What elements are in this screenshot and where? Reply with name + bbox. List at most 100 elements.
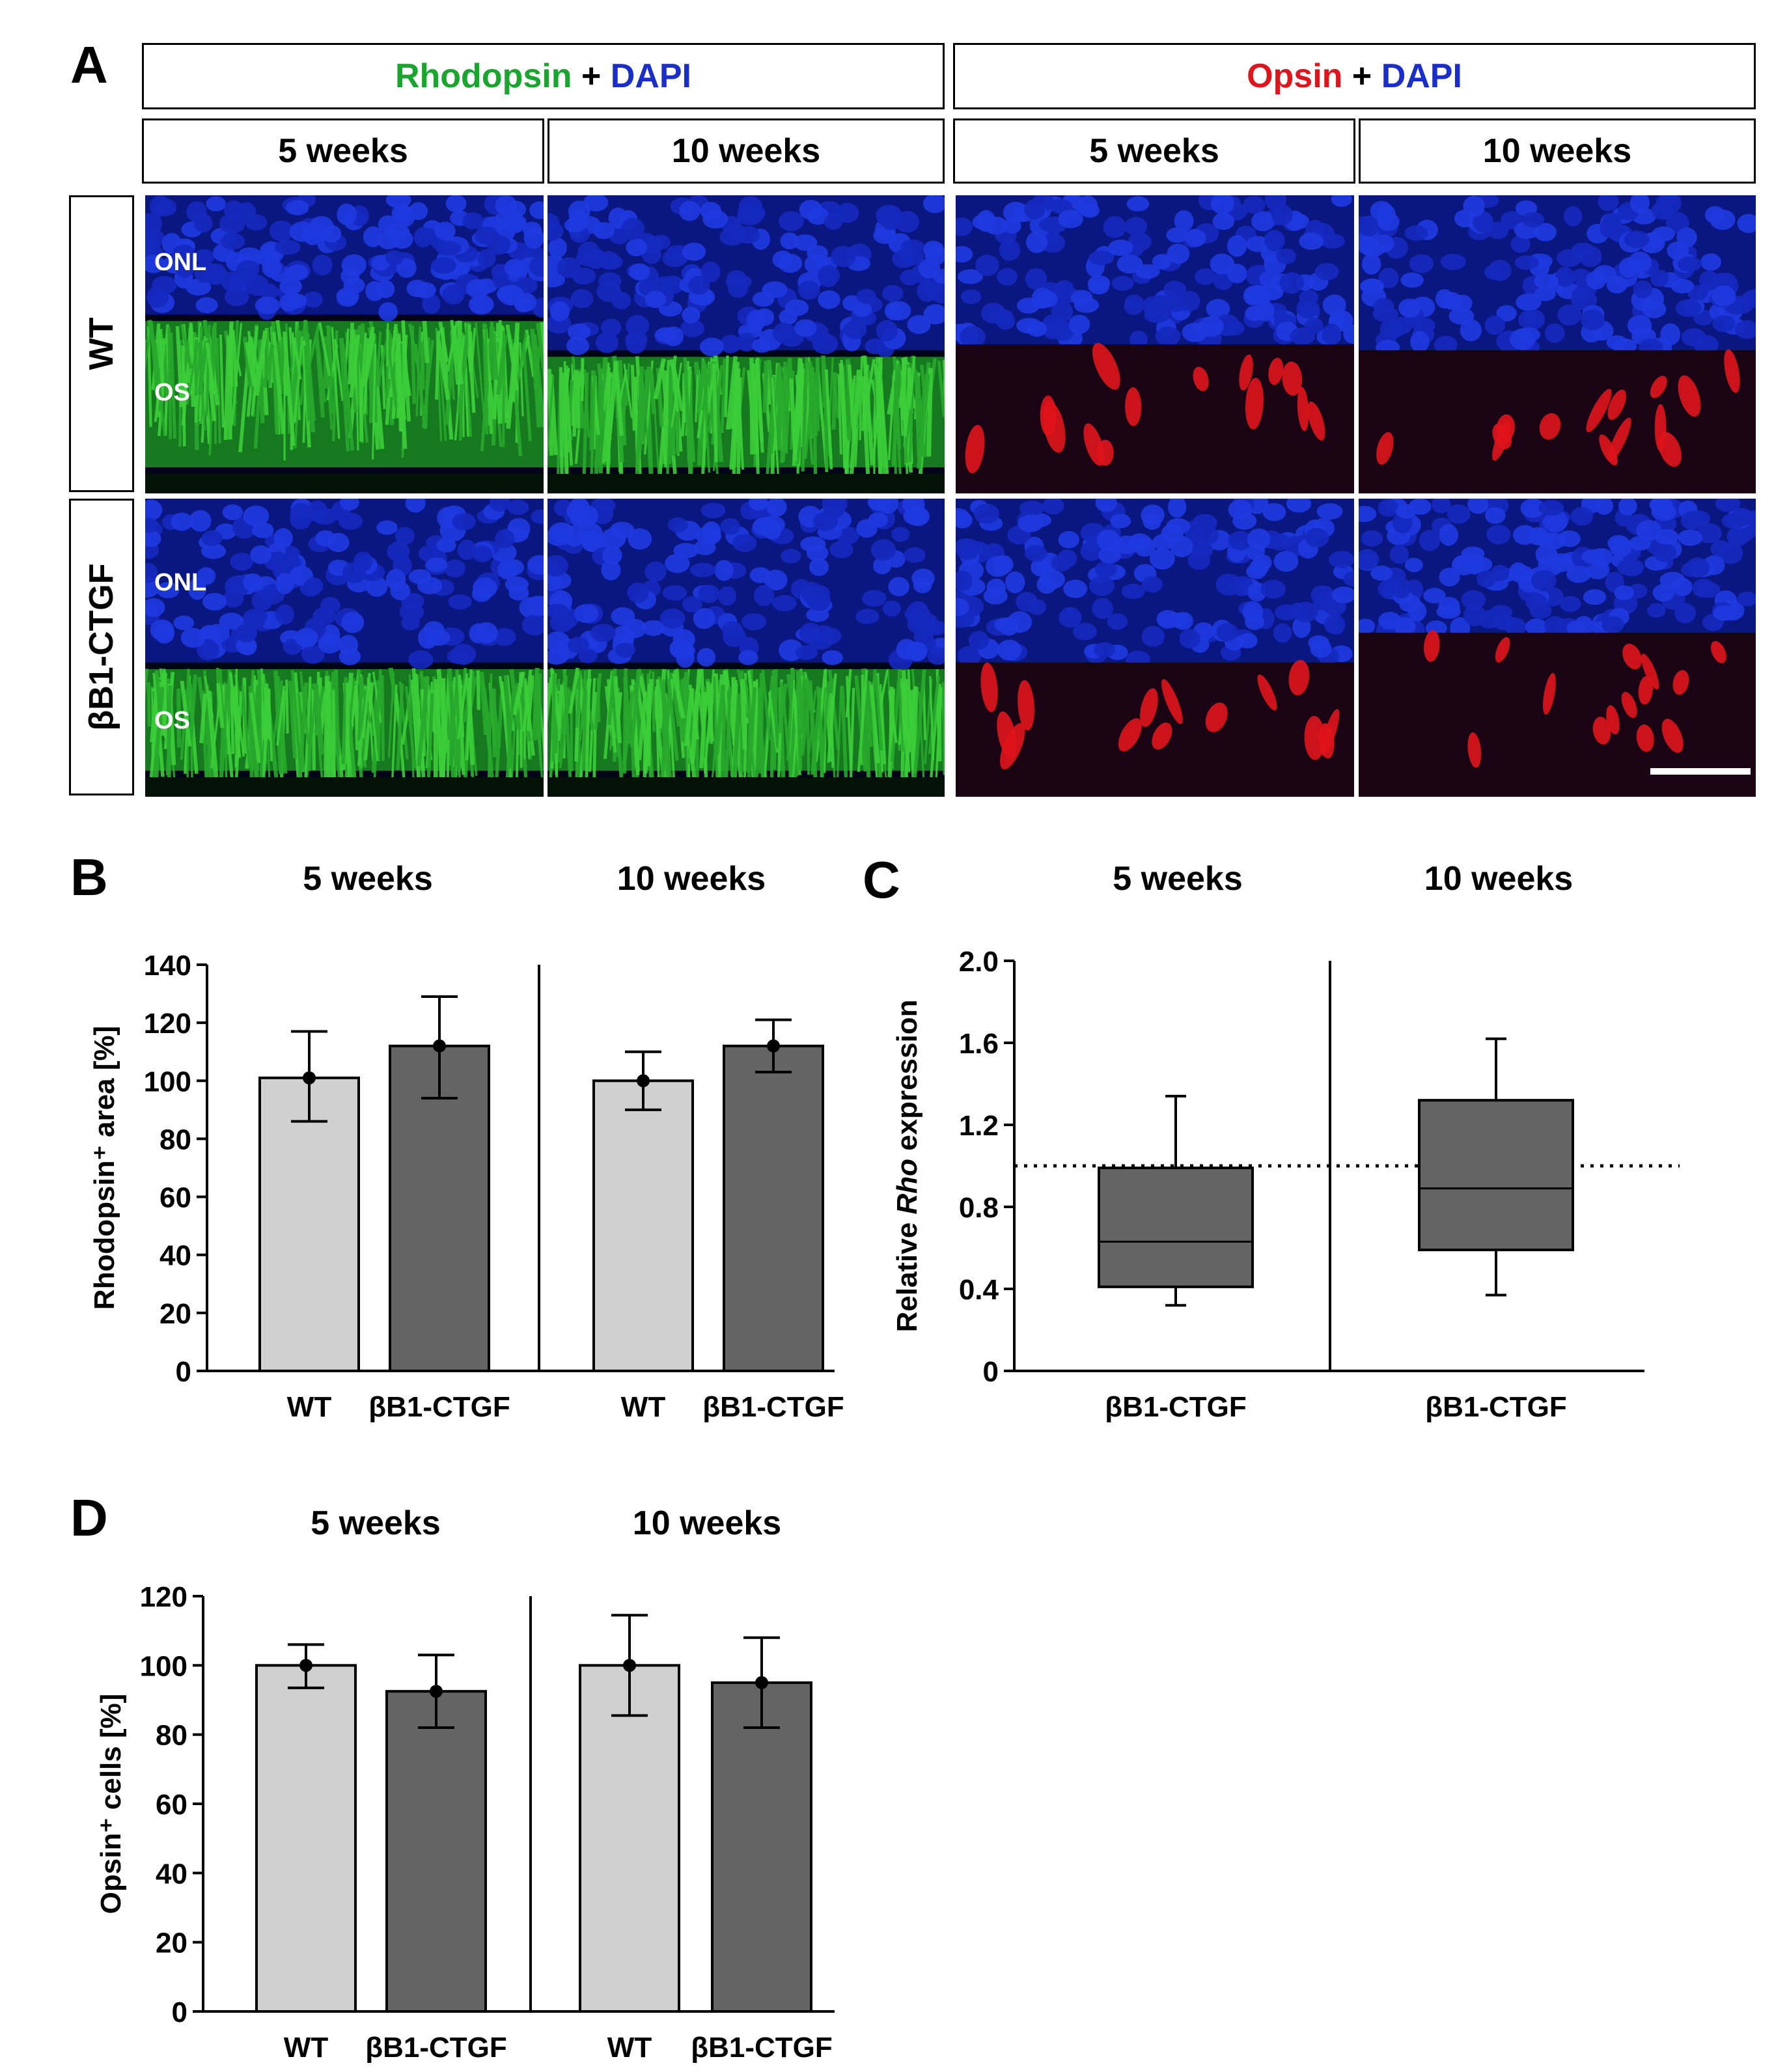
panel-c-box-chart: 0 0.4 0.8 1.2 1.6 2.0 Relative Rho expression β… [891,946,1680,1423]
y-tick-label: 80 [156,1720,187,1752]
layer-label-onl: ONL [154,569,207,596]
bar [711,1681,812,2013]
micrograph-wt-rho-5w: ONL OS [145,195,544,493]
micrograph-texture [145,499,544,797]
micrograph-ctgf-rho-5w: ONL OS [145,499,544,797]
micrograph-texture [547,195,945,493]
y-tick-label: 140 [144,950,191,982]
y-tick-label: 1.6 [959,1028,999,1060]
micrograph-image [1359,499,1756,797]
bar [723,1044,824,1373]
plus-sign: + [1351,57,1372,95]
micrograph-image [547,195,945,493]
y-tick-label: 0.4 [959,1274,999,1306]
y-tick-label: 120 [144,1008,191,1040]
header-rhodopsin-dapi: Rhodopsin + DAPI [142,43,945,109]
micrograph-wt-rho-10w [547,195,945,493]
panel-b-bar-chart: 0 20 40 60 80 100 120 140 Rhodopsin⁺ area [%] WT β… [89,950,844,1423]
micrograph-image [145,195,544,493]
y-tick-label: 1.2 [959,1110,999,1142]
micrograph-image [145,499,544,797]
bar [258,1076,360,1372]
y-tick-label: 0.8 [959,1192,999,1224]
rhodopsin-stain-label: Rhodopsin [395,57,572,95]
micrograph-texture [547,499,945,797]
micrograph-ctgf-rho-10w [547,499,945,797]
micrograph-wt-opsin-10w [1359,195,1756,493]
dapi-stain-label: DAPI [1381,57,1462,95]
y-tick-label: 40 [159,1240,191,1272]
mean-point [299,1659,312,1672]
layer-label-os: OS [154,707,190,734]
panel-d-title-5w: 5 weeks [311,1504,441,1542]
x-category-label: βB1-CTGF [702,1391,844,1423]
time-label-opsin-5w: 5 weeks [953,118,1355,184]
y-tick-label: 60 [159,1182,191,1214]
time-label-rho-10w: 10 weeks [547,118,945,184]
scale-bar [1650,768,1751,775]
mean-point [767,1039,780,1053]
mean-point [303,1071,316,1084]
y-tick-label: 2.0 [959,946,999,978]
y-tick-label: 0 [176,1356,191,1388]
y-tick-label: 100 [144,1066,191,1098]
mean-point [433,1039,446,1053]
time-label-rho-5w: 5 weeks [142,118,544,184]
bar [389,1044,490,1373]
bar [579,1664,680,2013]
micrograph-image [547,499,945,797]
row-label-box-wt: WT [69,195,134,492]
bar [385,1690,487,2013]
y-axis-label: Rhodopsin⁺ area [%] [89,1026,120,1310]
y-tick-label: 120 [140,1581,187,1613]
layer-label-onl: ONL [154,249,207,276]
micrograph-ctgf-opsin-10w [1359,499,1756,797]
y-tick-label: 20 [156,1927,187,1959]
mean-point [623,1659,636,1672]
panel-a-letter: A [70,36,108,94]
x-category-label: βB1-CTGF [368,1391,510,1423]
row-label-ctgf: βB1-CTGF [83,563,120,731]
x-category-label: βB1-CTGF [365,2032,507,2064]
x-category-label: WT [621,1391,666,1423]
micrograph-texture [956,499,1354,797]
y-tick-label: 0 [983,1356,999,1388]
y-axis-label: Opsin⁺ cells [%] [95,1694,127,1914]
opsin-stain-label: Opsin [1247,57,1343,95]
micrograph-image [956,499,1354,797]
plus-sign: + [581,57,602,95]
y-axis-label: Relative Rho expression [891,999,923,1332]
y-tick-label: 20 [159,1298,191,1330]
mean-point [637,1074,650,1088]
header-opsin-dapi: Opsin + DAPI [953,43,1756,109]
micrograph-wt-opsin-5w [956,195,1354,493]
x-category-label: βB1-CTGF [1425,1391,1567,1423]
micrograph-texture [956,195,1354,493]
x-category-label: WT [607,2032,652,2064]
bar [592,1079,694,1372]
micrograph-image [1359,195,1756,493]
box [1098,1167,1254,1288]
x-category-label: βB1-CTGF [1105,1391,1247,1423]
dapi-stain-label: DAPI [610,57,692,95]
y-tick-label: 80 [159,1124,191,1155]
micrograph-ctgf-opsin-5w [956,499,1354,797]
bar [255,1664,357,2013]
panel-d-title-10w: 10 weeks [632,1504,782,1542]
micrograph-image [956,195,1354,493]
mean-point [755,1676,768,1689]
row-label-box-ctgf: βB1-CTGF [69,499,134,795]
mean-point [430,1685,443,1698]
y-tick-label: 0 [172,1996,187,2028]
panel-c-title-10w: 10 weeks [1424,860,1573,898]
y-tick-label: 40 [156,1858,187,1890]
layer-label-os: OS [154,379,190,406]
box [1418,1099,1574,1252]
micrograph-texture [145,195,544,493]
micrograph-texture [1359,195,1756,493]
time-label-opsin-10w: 10 weeks [1359,118,1756,184]
panel-b-title-5w: 5 weeks [303,860,433,898]
x-category-label: βB1-CTGF [691,2032,833,2064]
panel-b-title-10w: 10 weeks [617,860,766,898]
micrograph-texture [1359,499,1756,797]
